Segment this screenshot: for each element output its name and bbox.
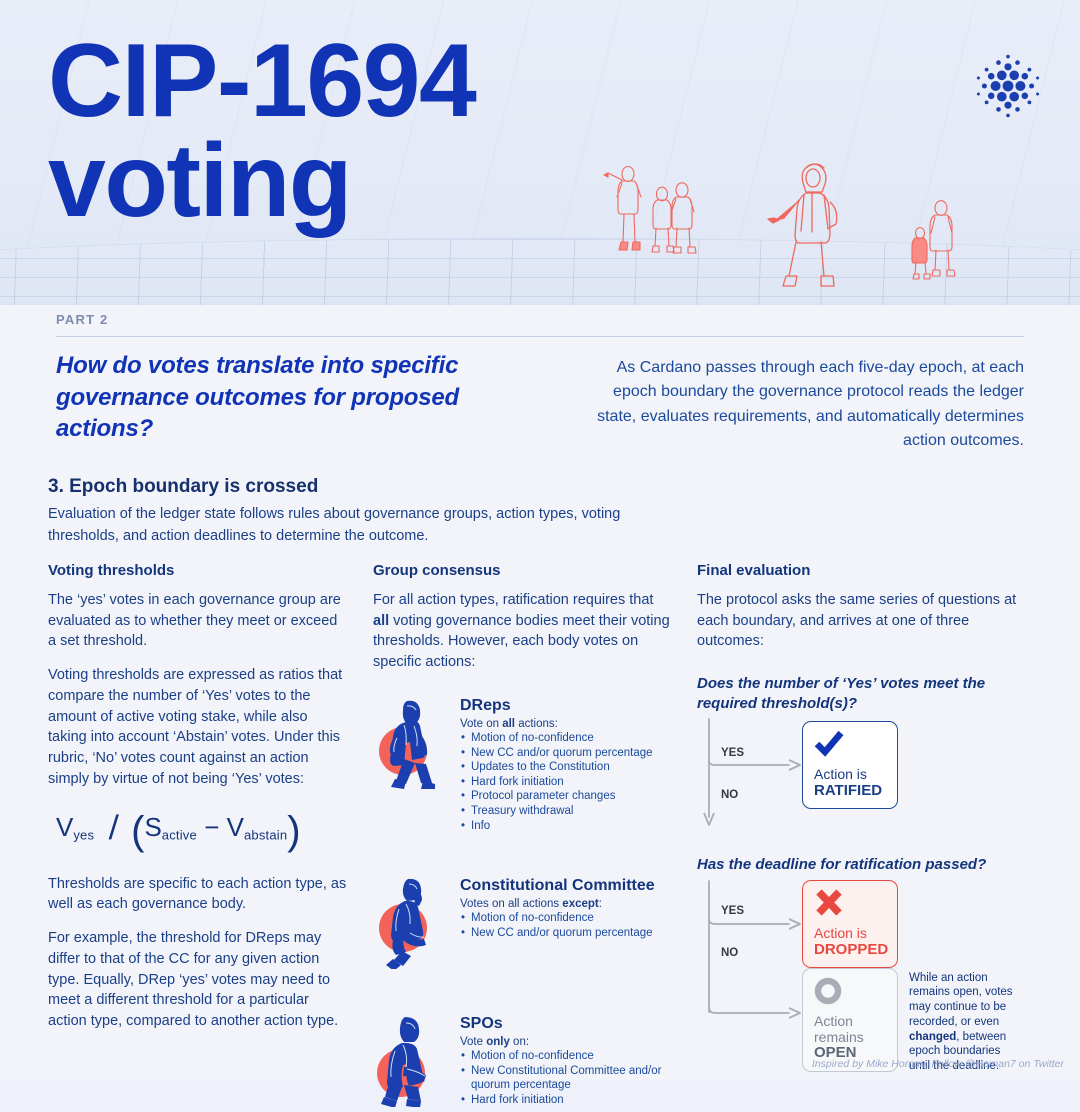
drep-body: DReps Vote on all actions: Motion of no-…: [460, 693, 673, 833]
group-name-cc: Constitutional Committee: [460, 877, 655, 895]
list-item: Motion of no-confidence: [460, 911, 673, 926]
formula-divide: /: [108, 808, 120, 847]
column-heading-consensus: Group consensus: [373, 562, 501, 579]
page-title: CIP-1694 voting: [48, 29, 477, 239]
threshold-formula: Vyes / (Sactive − Vabstain): [56, 806, 348, 854]
cc-lead: Votes on all actions except:: [460, 898, 602, 911]
credit-text: Inspired by Mike Hornan. Follow @Hornan7…: [811, 1058, 1064, 1070]
formula-s-active: Sactive: [144, 811, 197, 842]
title-line-2: voting: [48, 122, 352, 239]
list-item: Motion of no-confidence: [460, 1049, 673, 1064]
spo-action-list: Motion of no-confidence New Constitution…: [460, 1049, 673, 1107]
thresholds-paragraph-1: The ‘yes’ votes in each governance group…: [48, 592, 341, 650]
evaluation-intro: The protocol asks the same series of que…: [697, 592, 1017, 650]
flow-arrows-1: [703, 718, 801, 827]
column-final-evaluation: Final evaluation The protocol asks the s…: [697, 562, 1027, 1094]
column-heading-evaluation: Final evaluation: [697, 562, 811, 579]
formula-minus: −: [204, 811, 220, 842]
formula-v-yes: Vyes: [56, 811, 95, 842]
group-row-cc: Constitutional Committee Votes on all ac…: [373, 873, 673, 972]
hero-sky-lines: [0, 0, 1080, 250]
outcome-dropped: Action is DROPPED: [802, 879, 898, 968]
hero-floor-grid: [0, 238, 1080, 305]
flow-question-2: Has the deadline for ratification passed…: [697, 856, 987, 874]
drep-lead: Vote on all actions:: [460, 717, 558, 730]
part-divider: [56, 336, 1024, 337]
spo-body: SPOs Vote only on: Motion of no-confiden…: [460, 1011, 673, 1107]
ring-icon: [814, 977, 842, 1004]
column-voting-thresholds: Voting thresholds The ‘yes’ votes in eac…: [48, 562, 348, 1045]
spo-figure: [373, 1011, 447, 1109]
intro-question: How do votes translate into specific gov…: [56, 352, 460, 443]
outcome-ratified-text: Action is RATIFIED: [814, 766, 883, 800]
list-item: Hard fork initiation: [460, 775, 673, 790]
flow-arrows-2: [708, 879, 801, 1019]
list-item: New Constitutional Committee and/or quor…: [460, 1064, 673, 1093]
outcome-open: Action remains OPEN: [802, 967, 898, 1072]
infographic-page: CIP-1694 voting: [0, 0, 1080, 1080]
branch-label-yes-1: YES: [721, 747, 745, 760]
flow-question-1: Does the number of ‘Yes’ votes meet the …: [697, 675, 986, 712]
formula-v-abstain: Vabstain: [226, 811, 288, 842]
outcome-ratified: Action is RATIFIED: [802, 721, 898, 810]
column-heading-thresholds: Voting thresholds: [48, 562, 175, 579]
branch-label-no-1: NO: [721, 789, 739, 802]
list-item: Protocol parameter changes: [460, 789, 673, 804]
cc-action-list: Motion of no-confidence New CC and/or qu…: [460, 911, 673, 940]
open-sidenote: While an action remains open, votes may …: [909, 971, 1013, 1073]
flow-block-2: YES NO Action is DROPPED Action remains: [697, 879, 1027, 1094]
cc-body: Constitutional Committee Votes on all ac…: [460, 873, 673, 969]
cardano-logo-icon: [976, 54, 1040, 118]
title-line-1: CIP-1694: [48, 23, 477, 139]
section-subtitle: Evaluation of the ledger state follows r…: [48, 506, 621, 544]
formula-open-paren: (: [131, 808, 145, 853]
hero-banner: CIP-1694 voting: [0, 0, 1080, 305]
list-item: New CC and/or quorum percentage: [460, 926, 673, 941]
column-group-consensus: Group consensus For all action types, ra…: [373, 562, 673, 1109]
group-name-spos: SPOs: [460, 1015, 503, 1033]
outcome-dropped-text: Action is DROPPED: [814, 924, 889, 958]
outcome-open-text: Action remains OPEN: [814, 1012, 864, 1062]
check-icon: [814, 731, 844, 758]
thresholds-paragraph-4: For example, the threshold for DReps may…: [48, 930, 339, 1030]
list-item: Info: [460, 819, 673, 834]
thresholds-paragraph-2: Voting thresholds are expressed as ratio…: [48, 667, 343, 787]
branch-label-yes-2: YES: [721, 904, 745, 917]
branch-label-no-2: NO: [721, 946, 739, 959]
flow-block-1: YES NO Action is RATIFIED: [697, 717, 1027, 835]
cc-figure: [373, 873, 447, 972]
formula-close-paren: ): [287, 808, 301, 853]
group-row-dreps: DReps Vote on all actions: Motion of no-…: [373, 693, 673, 833]
intro-paragraph: As Cardano passes through each five-day …: [597, 359, 1024, 449]
consensus-intro: For all action types, ratification requi…: [373, 592, 670, 671]
spo-lead: Vote only on:: [460, 1036, 530, 1049]
group-name-dreps: DReps: [460, 696, 511, 714]
list-item: Updates to the Constitution: [460, 760, 673, 775]
section-title: 3. Epoch boundary is crossed: [48, 476, 319, 497]
thresholds-paragraph-3: Thresholds are specific to each action t…: [48, 875, 347, 913]
drep-figure: [373, 693, 447, 791]
list-item: Motion of no-confidence: [460, 731, 673, 746]
drep-action-list: Motion of no-confidence New CC and/or qu…: [460, 731, 673, 833]
list-item: Treasury withdrawal: [460, 804, 673, 819]
cross-icon: [816, 889, 842, 916]
list-item: New CC and/or quorum percentage: [460, 746, 673, 761]
part-label: PART 2: [56, 312, 109, 327]
group-row-spos: SPOs Vote only on: Motion of no-confiden…: [373, 1011, 673, 1109]
list-item: Hard fork initiation: [460, 1093, 673, 1108]
people-illustration: [603, 163, 956, 287]
